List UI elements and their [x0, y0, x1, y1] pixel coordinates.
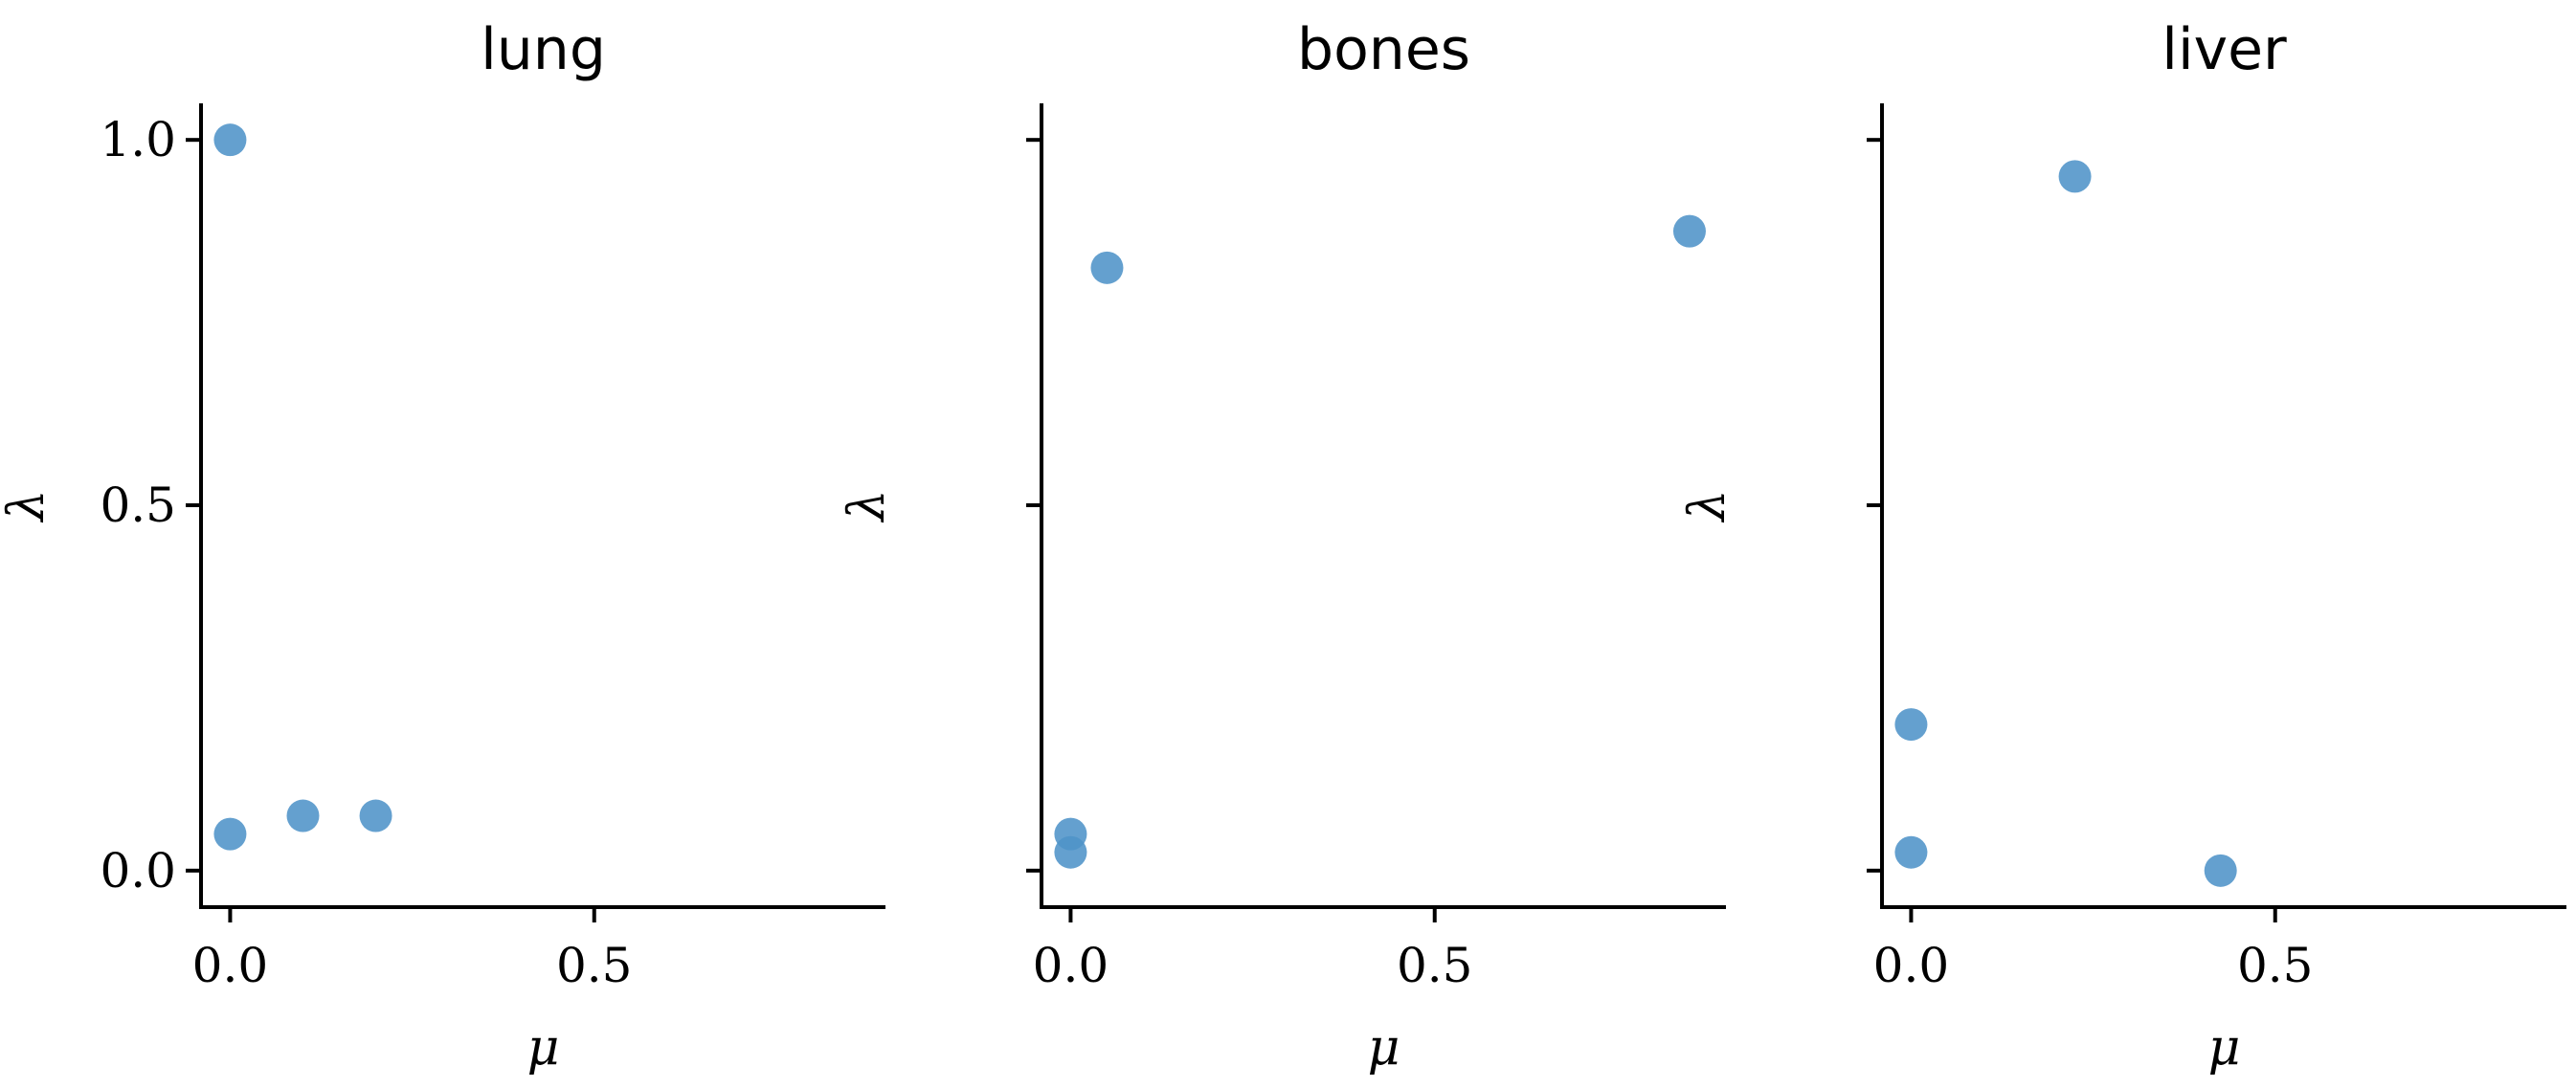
- panel-lung: lung 0.0 0.5 1.0 0.0 0.5 μ λ: [0, 16, 885, 1077]
- panel-title: liver: [2162, 16, 2287, 83]
- axis-spines: [1040, 103, 1726, 909]
- scatter-point: [213, 817, 247, 851]
- scatter-point: [1054, 835, 1087, 869]
- scatter-point: [1672, 214, 1706, 248]
- x-tick-label: 0.0: [192, 938, 269, 993]
- x-axis-label: μ: [1368, 1019, 1400, 1077]
- y-axis-label: λ: [1679, 490, 1736, 523]
- panel-liver: liver 0.0 0.5 μ λ: [1679, 16, 2566, 1077]
- x-tick-label: 0.0: [1033, 938, 1109, 993]
- scatter-point: [213, 123, 247, 157]
- y-tick-label: 1.0: [100, 112, 176, 167]
- scatter-point: [286, 799, 320, 833]
- x-tick-label: 0.5: [1397, 938, 1473, 993]
- scatter-point: [2204, 854, 2237, 887]
- x-tick-label: 0.5: [556, 938, 633, 993]
- axis-spines: [199, 103, 885, 909]
- y-tick-label: 0.0: [100, 843, 176, 899]
- x-axis-label: μ: [527, 1019, 560, 1077]
- scatter-point: [1090, 251, 1124, 284]
- x-axis-label: μ: [2208, 1019, 2241, 1077]
- panel-title: lung: [481, 16, 606, 83]
- x-tick-label: 0.5: [2237, 938, 2314, 993]
- scatter-point: [2058, 160, 2092, 193]
- x-tick-label: 0.0: [1873, 938, 1950, 993]
- panel-bones: bones 0.0 0.5 μ λ: [839, 16, 1726, 1077]
- axis-spines: [1880, 103, 2566, 909]
- scatter-point: [359, 799, 392, 833]
- y-tick-label: 0.5: [100, 477, 176, 533]
- panel-title: bones: [1297, 16, 1470, 83]
- scatter-point: [1894, 835, 1928, 869]
- y-axis-label: λ: [839, 490, 896, 523]
- scatter-point: [1894, 708, 1928, 742]
- y-axis-label: λ: [0, 490, 56, 523]
